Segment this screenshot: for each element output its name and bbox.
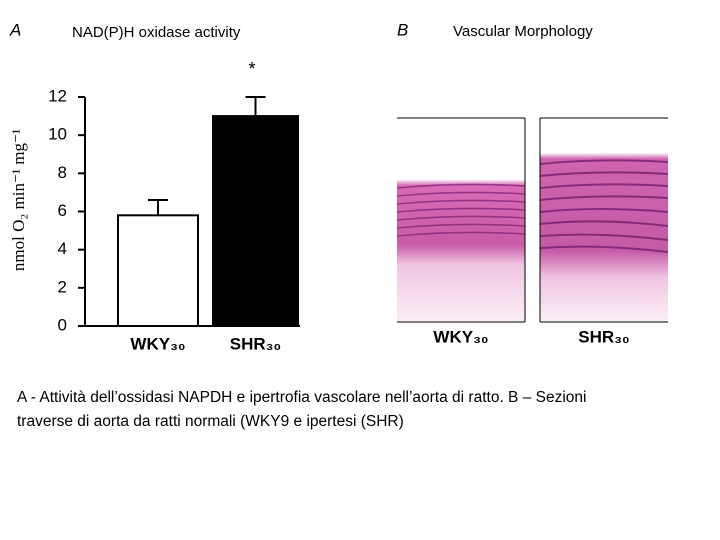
chart-a: A NAD(P)H oxidase activity * nmol O₂ min… <box>9 20 300 353</box>
micrograph <box>396 117 526 323</box>
chart-title: NAD(P)H oxidase activity <box>72 24 241 41</box>
y-tick-label: 0 <box>58 315 67 334</box>
y-tick-label: 2 <box>58 277 67 296</box>
image-label: SHR₃₀ <box>578 327 629 346</box>
y-tick-label: 6 <box>58 201 67 220</box>
y-tick-label: 10 <box>48 125 67 144</box>
image-label: WKY₃₀ <box>433 327 488 346</box>
y-tick-label: 4 <box>58 239 67 258</box>
caption-line: A - Attività dell’ossidasi NAPDH e ipert… <box>17 389 586 406</box>
panel-b: B Vascular Morphology <box>396 20 669 346</box>
y-tick-label: 8 <box>58 163 67 182</box>
panel-title: Vascular Morphology <box>453 23 593 40</box>
bar <box>117 214 199 327</box>
x-tick-label: WKY₃₀ <box>130 334 185 353</box>
micrograph <box>539 117 669 323</box>
significance-mark: * <box>248 59 255 79</box>
y-axis-label: nmol O₂ min⁻¹ mg⁻¹ <box>9 129 28 271</box>
x-tick-label: SHR₃₀ <box>230 334 281 353</box>
panel-label: B <box>397 20 408 39</box>
panel-label: A <box>9 20 21 39</box>
bar <box>212 115 299 328</box>
caption-line: traverse di aorta da ratti normali (WKY9… <box>17 413 404 430</box>
y-tick-label: 12 <box>48 86 67 105</box>
